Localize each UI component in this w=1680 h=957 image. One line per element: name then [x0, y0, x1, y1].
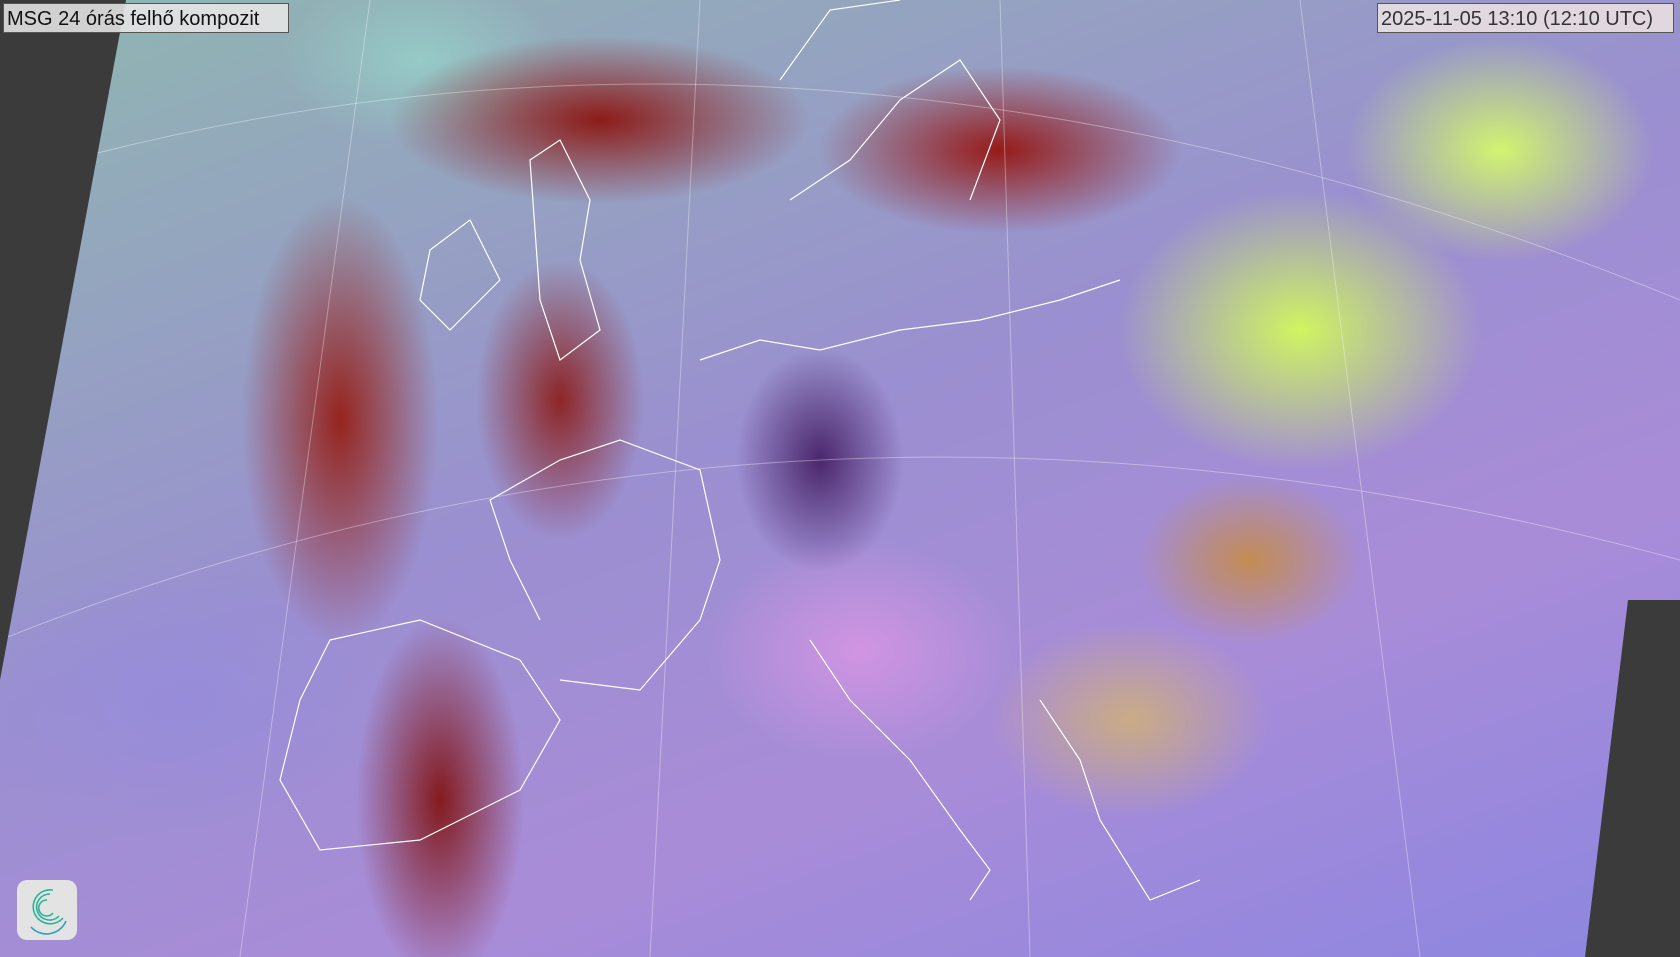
map-title: MSG 24 órás felhő kompozit [3, 3, 289, 33]
spiral-logo-icon[interactable] [17, 880, 77, 940]
timestamp-label: 2025-11-05 13:10 (12:10 UTC) [1377, 3, 1674, 33]
